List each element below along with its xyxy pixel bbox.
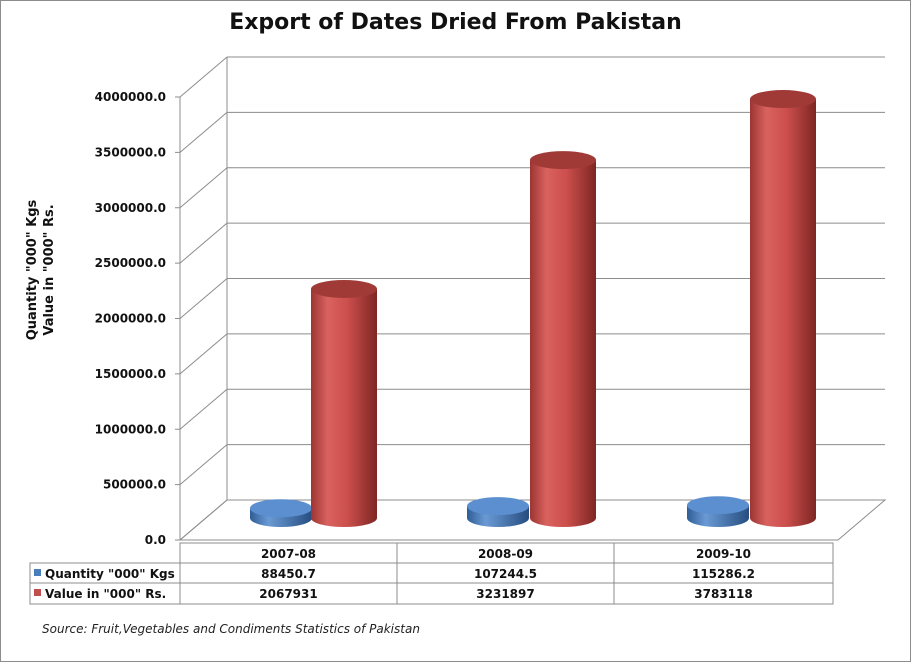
x-category-label: 2007-08 [261,547,316,561]
bar-top-quantity-2007-08 [250,499,312,518]
chart-title: Export of Dates Dried From Pakistan [229,10,682,35]
bar-top-value-2007-08 [311,279,377,298]
y-tick-label: 500000.0 [103,478,166,492]
source-note: Source: Fruit,Vegetables and Condiments … [42,622,420,636]
legend-label: Value in "000" Rs. [45,587,166,601]
gridline-side [179,388,228,430]
y-tick-label: 4000000.0 [95,90,166,104]
data-value-label: 107244.5 [474,567,537,581]
gridline-side [179,278,228,319]
y-tick-label: 1000000.0 [95,422,166,436]
bar-top-quantity-2009-10 [687,496,749,515]
y-tick-label: 0.0 [145,533,166,547]
gridline-side [179,444,228,486]
bar-top-quantity-2008-09 [467,497,529,516]
bar-value-2009-10 [750,99,816,527]
y-tick-label: 3000000.0 [95,201,166,215]
gridline-side [179,333,228,375]
gridline-side [179,167,228,209]
x-category-label: 2008-09 [478,547,533,561]
bar-value-2007-08 [311,288,377,527]
bar-value-2008-09 [530,160,596,527]
gridline-side [179,499,228,541]
bar-top-value-2008-09 [530,151,596,170]
legend-swatch [34,569,41,576]
data-value-label: 88450.7 [261,567,316,581]
gridline-side [179,111,228,153]
y-tick-label: 2000000.0 [95,312,166,326]
y-tick-label: 2500000.0 [95,256,166,270]
data-value-label: 3231897 [476,587,534,601]
gridline-side [179,222,228,264]
x-category-label: 2009-10 [696,547,751,561]
legend-label: Quantity "000" Kgs [45,567,175,581]
y-tick-label: 3500000.0 [95,145,166,159]
data-value-label: 2067931 [259,587,317,601]
data-value-label: 115286.2 [692,567,755,581]
y-tick-label: 1500000.0 [95,367,166,381]
bar-top-value-2009-10 [750,90,816,109]
gridline-side [179,56,228,98]
legend-swatch [34,589,41,596]
data-value-label: 3783118 [694,587,752,601]
